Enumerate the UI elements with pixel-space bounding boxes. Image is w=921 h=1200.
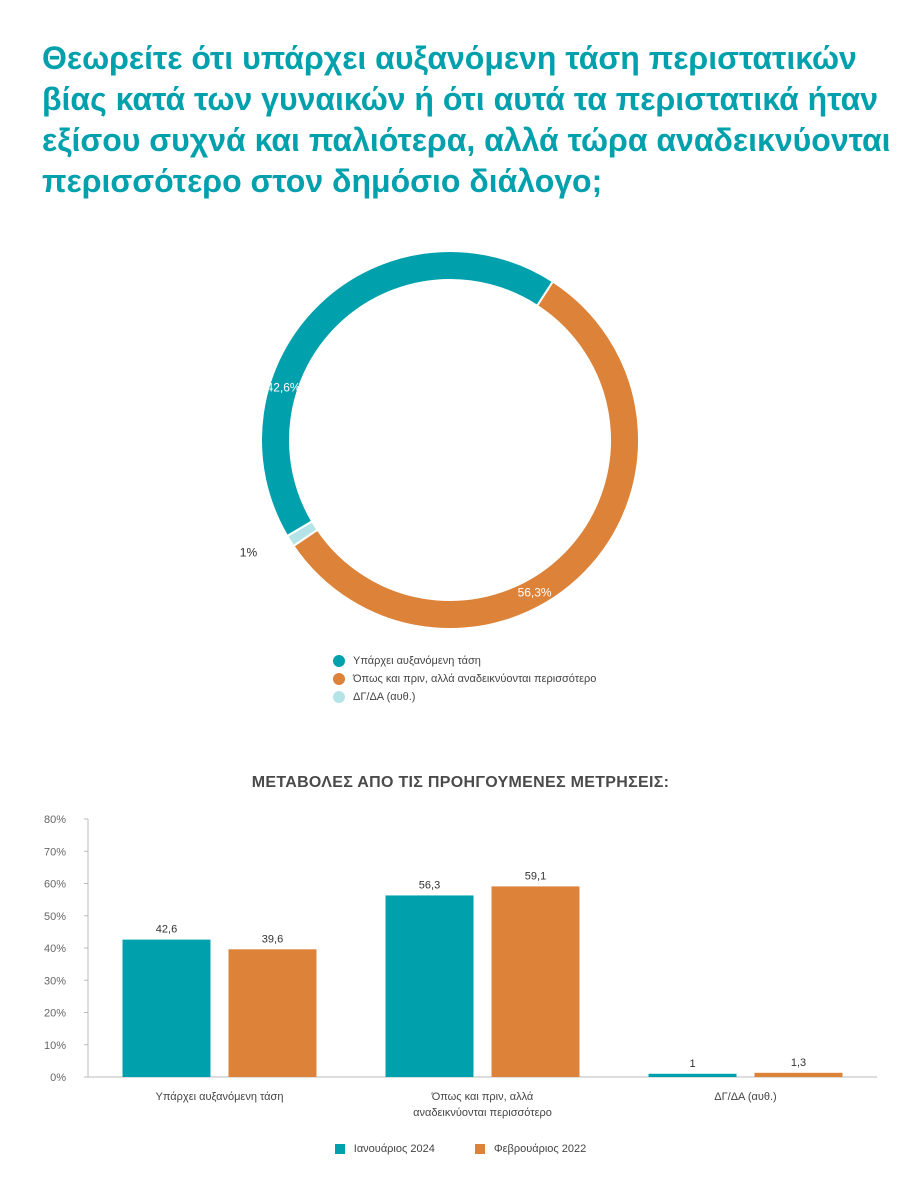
bar-value-label: 42,6 (156, 924, 177, 936)
bar-chart-svg: 0% 10% 20% 30% 40% 50% 60% 70% 80% 42,6 39,6 Υπάρχε… (44, 814, 877, 1119)
y-tick-label: 50% (44, 911, 66, 923)
bar-value-label: 39,6 (262, 933, 283, 945)
bar-chart-title: ΜΕΤΑΒΟΛΕΣ ΑΠΟ ΤΙΣ ΠΡΟΗΓΟΥΜΕΝΕΣ ΜΕΤΡΗΣΕΙΣ… (251, 774, 670, 791)
page-title: Θεωρείτε ότι υπάρχει αυξανόμενη τάση περ… (42, 40, 891, 199)
bar (754, 1072, 843, 1077)
legend-item: Υπάρχει αυξανόμενη τάση (333, 652, 596, 670)
y-tick-label: 0% (50, 1072, 66, 1084)
donut-legend: Υπάρχει αυξανόμενη τάση Όπως και πριν, αλ… (333, 652, 596, 706)
legend-item: Όπως και πριν, αλλά αναδεικνύονται περισ… (333, 670, 596, 688)
bar-value-label: 56,3 (419, 879, 440, 891)
donut-slice-label: 56,3% (518, 586, 552, 600)
y-tick-label: 80% (44, 814, 66, 826)
y-tick-label: 40% (44, 943, 66, 955)
bar-value-label: 1,3 (791, 1057, 806, 1069)
legend-label: Φεβρουάριος 2022 (493, 1143, 587, 1155)
bar-value-label: 59,1 (525, 870, 546, 882)
y-tick-label: 20% (44, 1008, 66, 1020)
y-tick-label: 30% (44, 975, 66, 987)
donut-slice-label: 1% (240, 546, 258, 560)
legend-item: Φεβρουάριος 2022 (474, 1143, 587, 1155)
legend-label: Όπως και πριν, αλλά αναδεικνύονται περισ… (353, 673, 597, 685)
legend-label: Ιανουάριος 2024 (353, 1143, 435, 1155)
bar-chart: 0% 10% 20% 30% 40% 50% 60% 70% 80% 42,6 39,6 Υπάρχε… (0, 800, 921, 1140)
x-category-label: ΔΓ/ΔΑ (αυθ.) (714, 1091, 776, 1103)
y-tick-label: 70% (44, 846, 66, 858)
bar (491, 886, 580, 1077)
legend-label: ΔΓ/ΔΑ (αυθ.) (353, 691, 416, 703)
y-tick-label: 60% (44, 879, 66, 891)
bar (122, 939, 211, 1077)
x-category-label: αναδεικνύονται περισσότερο (413, 1107, 552, 1119)
bar-legend: Ιανουάριος 2024 Φεβρουάριος 2022 (0, 1143, 921, 1155)
bar-value-label: 1 (689, 1058, 695, 1070)
bar (648, 1073, 737, 1077)
donut-slice (260, 250, 555, 538)
legend-swatch (333, 691, 345, 703)
legend-swatch (334, 1144, 345, 1154)
bar (228, 949, 317, 1077)
y-tick-label: 10% (44, 1040, 66, 1052)
donut-slice (292, 280, 640, 630)
x-category-label: Όπως και πριν, αλλά (431, 1091, 534, 1103)
donut-chart: 42,6% 56,3% 1% (0, 220, 921, 660)
x-category-label: Υπάρχει αυξανόμενη τάση (156, 1091, 284, 1103)
legend-item: Ιανουάριος 2024 (334, 1143, 435, 1155)
legend-swatch (333, 655, 345, 667)
donut-chart-svg: 42,6% 56,3% 1% (240, 250, 640, 630)
legend-swatch (333, 673, 345, 685)
bar (385, 895, 474, 1077)
donut-slice-label: 42,6% (267, 381, 301, 395)
legend-swatch (474, 1144, 485, 1154)
legend-item: ΔΓ/ΔΑ (αυθ.) (333, 688, 596, 706)
legend-label: Υπάρχει αυξανόμενη τάση (353, 655, 481, 667)
